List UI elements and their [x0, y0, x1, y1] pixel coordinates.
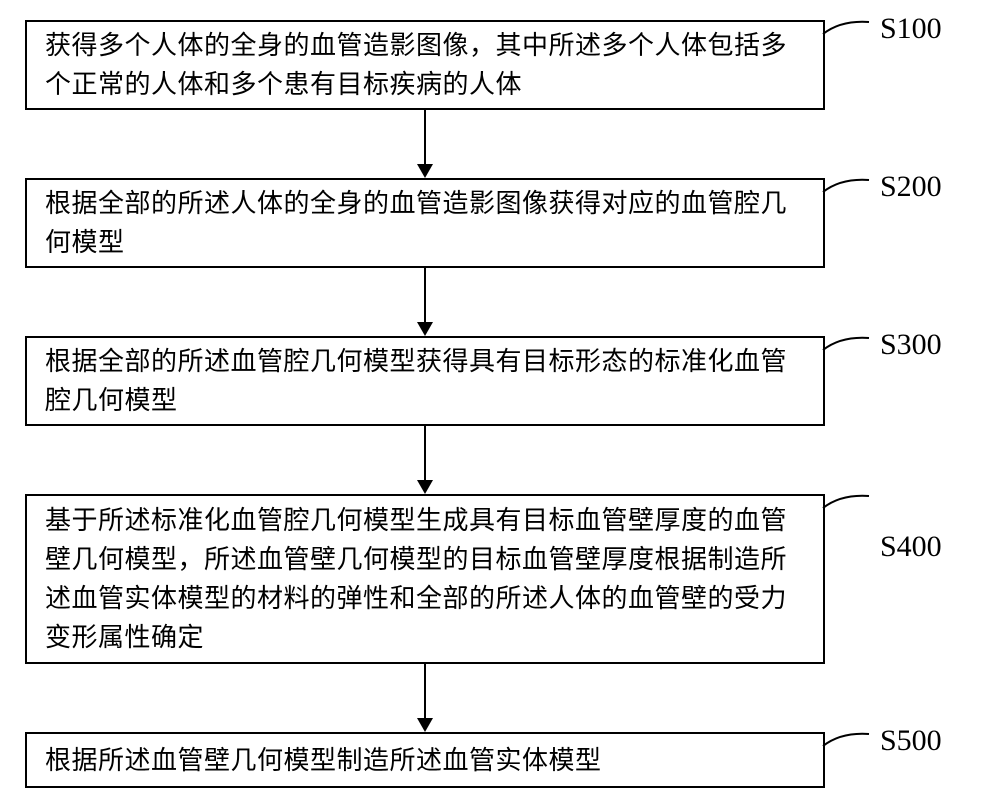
step-box-s400: 基于所述标准化血管腔几何模型生成具有目标血管壁厚度的血管壁几何模型，所述血管壁几…	[25, 494, 825, 664]
step-label-s300: S300	[880, 328, 942, 362]
step-label-s400: S400	[880, 530, 942, 564]
connector-arrow-1	[417, 322, 433, 336]
step-box-s500: 根据所述血管壁几何模型制造所述血管实体模型	[25, 732, 825, 788]
connector-line-1	[424, 268, 426, 322]
label-leader-s500	[821, 728, 881, 768]
step-text: 基于所述标准化血管腔几何模型生成具有目标血管壁厚度的血管壁几何模型，所述血管壁几…	[45, 501, 805, 657]
step-label-s100: S100	[880, 12, 942, 46]
step-label-s200: S200	[880, 170, 942, 204]
connector-arrow-2	[417, 480, 433, 494]
connector-line-3	[424, 664, 426, 718]
connector-line-2	[424, 426, 426, 480]
step-text: 获得多个人体的全身的血管造影图像，其中所述多个人体包括多个正常的人体和多个患有目…	[45, 26, 805, 104]
step-box-s300: 根据全部的所述血管腔几何模型获得具有目标形态的标准化血管腔几何模型	[25, 336, 825, 426]
step-box-s200: 根据全部的所述人体的全身的血管造影图像获得对应的血管腔几何模型	[25, 178, 825, 268]
step-box-s100: 获得多个人体的全身的血管造影图像，其中所述多个人体包括多个正常的人体和多个患有目…	[25, 20, 825, 110]
label-leader-s100	[821, 16, 881, 56]
connector-arrow-0	[417, 164, 433, 178]
step-text: 根据全部的所述血管腔几何模型获得具有目标形态的标准化血管腔几何模型	[45, 342, 805, 420]
label-leader-s300	[821, 332, 881, 372]
label-leader-s200	[821, 174, 881, 214]
connector-arrow-3	[417, 718, 433, 732]
step-label-s500: S500	[880, 724, 942, 758]
connector-line-0	[424, 110, 426, 164]
step-text: 根据所述血管壁几何模型制造所述血管实体模型	[45, 741, 602, 780]
step-text: 根据全部的所述人体的全身的血管造影图像获得对应的血管腔几何模型	[45, 184, 805, 262]
label-leader-s400	[821, 490, 881, 530]
